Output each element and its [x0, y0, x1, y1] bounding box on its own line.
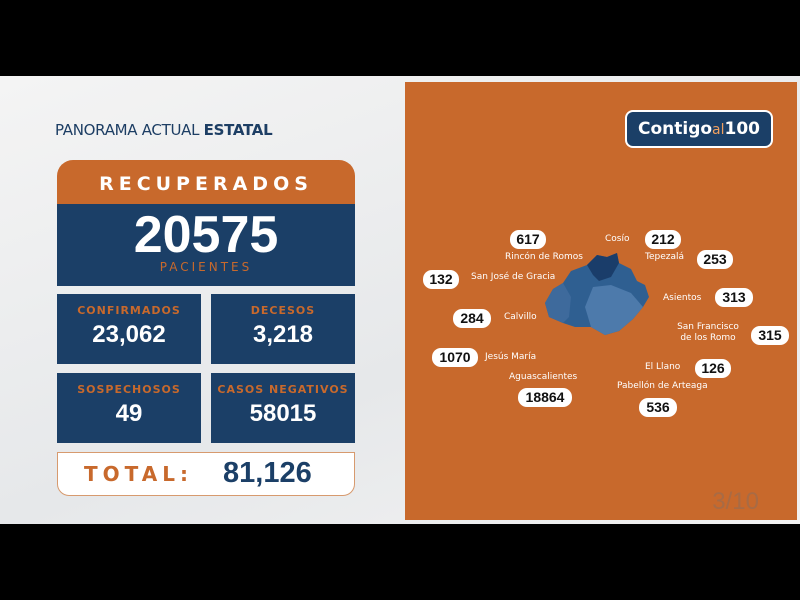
- municipality-count: 1070: [432, 348, 478, 367]
- total-box: TOTAL: 81,126: [57, 452, 355, 496]
- municipality-count: 18864: [518, 388, 572, 407]
- municipality-count: 132: [423, 270, 459, 289]
- stat-label: CONFIRMADOS: [77, 304, 181, 317]
- stat-deaths: DECESOS 3,218: [211, 294, 355, 364]
- municipality-label: Calvillo: [504, 312, 537, 322]
- stat-confirmed: CONFIRMADOS 23,062: [57, 294, 201, 364]
- total-label: TOTAL:: [84, 462, 193, 486]
- stat-label: SOSPECHOSOS: [77, 383, 181, 396]
- stat-value: 49: [115, 400, 143, 427]
- municipality-count: 313: [715, 288, 753, 307]
- stat-label: CASOS NEGATIVOS: [217, 383, 349, 396]
- title-bold: ESTATAL: [203, 121, 273, 139]
- page-title: PANORAMA ACTUAL ESTATAL: [55, 121, 273, 139]
- stat-negative: CASOS NEGATIVOS 58015: [211, 373, 355, 443]
- municipality-label: Pabellón de Arteaga: [617, 381, 708, 391]
- municipality-count: 315: [751, 326, 789, 345]
- municipality-count: 536: [639, 398, 677, 417]
- recovered-unit: PACIENTES: [159, 260, 253, 274]
- municipality-label: Rincón de Romos: [505, 252, 583, 262]
- map-region: [545, 283, 571, 323]
- recovered-card: 20575 PACIENTES: [57, 204, 355, 286]
- page-indicator: 3/10: [712, 488, 759, 515]
- municipality-count: 126: [695, 359, 731, 378]
- municipality-count: 284: [453, 309, 491, 328]
- municipality-label: San Francisco de los Romo: [677, 322, 739, 343]
- stat-value: 58015: [249, 400, 317, 427]
- municipality-label: San José de Gracia: [471, 272, 556, 282]
- recovered-label: RECUPERADOS: [57, 160, 355, 204]
- stat-value: 23,062: [92, 321, 166, 348]
- state-map: [545, 253, 649, 335]
- total-value: 81,126: [223, 457, 312, 489]
- stat-suspected: SOSPECHOSOS 49: [57, 373, 201, 443]
- title-regular: PANORAMA ACTUAL: [55, 121, 200, 139]
- municipality-count: 617: [510, 230, 546, 249]
- slide: PANORAMA ACTUAL ESTATAL RECUPERADOS 2057…: [0, 76, 800, 524]
- municipality-count: 212: [645, 230, 681, 249]
- municipality-label: Cosío: [605, 234, 630, 244]
- municipality-label: Aguascalientes: [509, 372, 578, 382]
- municipality-label: Jesús María: [485, 352, 537, 362]
- recovered-value: 20575: [133, 206, 279, 264]
- map-panel: Contigoal100 Rincón de Romos 617 Cosío 212 T…: [405, 82, 797, 520]
- map-region: [585, 285, 643, 335]
- contigo-logo: Contigoal100: [627, 112, 771, 146]
- municipality-label: El Llano: [645, 362, 681, 372]
- stat-label: DECESOS: [250, 304, 316, 317]
- stat-value: 3,218: [252, 321, 314, 348]
- municipality-label: Asientos: [663, 293, 702, 303]
- municipality-count: 253: [697, 250, 733, 269]
- map-region: [587, 253, 619, 281]
- municipality-label: Tepezalá: [645, 252, 685, 262]
